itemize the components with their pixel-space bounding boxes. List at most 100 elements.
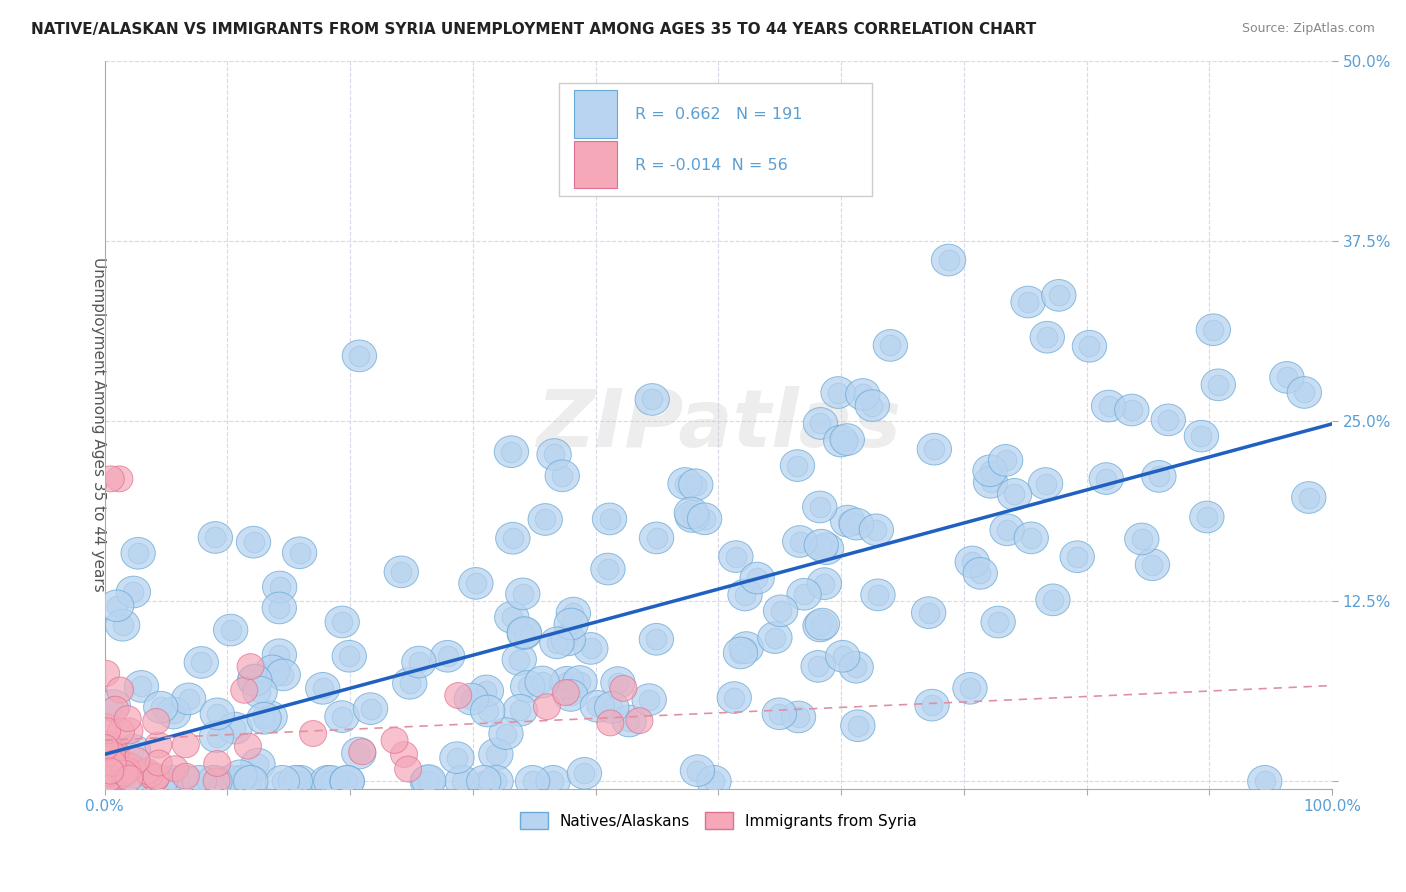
- Ellipse shape: [495, 601, 529, 633]
- Ellipse shape: [395, 756, 422, 782]
- FancyBboxPatch shape: [558, 83, 872, 195]
- Point: [1275, 370, 1298, 384]
- Ellipse shape: [596, 710, 624, 736]
- Point: [1019, 531, 1042, 545]
- Point: [1206, 377, 1229, 392]
- Ellipse shape: [688, 503, 721, 534]
- Point: [336, 774, 359, 789]
- Legend: Natives/Alaskans, Immigrants from Syria: Natives/Alaskans, Immigrants from Syria: [515, 805, 922, 836]
- Ellipse shape: [101, 696, 129, 723]
- Ellipse shape: [859, 514, 894, 546]
- Point: [763, 631, 786, 645]
- Point: [460, 692, 482, 706]
- Point: [316, 774, 339, 789]
- Ellipse shape: [262, 639, 297, 671]
- Ellipse shape: [238, 654, 264, 680]
- Text: Source: ZipAtlas.com: Source: ZipAtlas.com: [1241, 22, 1375, 36]
- Point: [845, 660, 868, 674]
- Ellipse shape: [478, 739, 513, 771]
- Ellipse shape: [931, 244, 966, 276]
- Ellipse shape: [1152, 404, 1185, 435]
- Point: [347, 746, 370, 760]
- Ellipse shape: [807, 568, 842, 599]
- Bar: [574, 90, 616, 137]
- Ellipse shape: [262, 592, 297, 624]
- Ellipse shape: [124, 671, 159, 702]
- Point: [513, 626, 536, 640]
- Ellipse shape: [567, 757, 602, 789]
- Point: [513, 625, 536, 640]
- Point: [789, 534, 811, 549]
- Ellipse shape: [806, 608, 839, 640]
- Point: [162, 706, 184, 720]
- Ellipse shape: [156, 698, 191, 729]
- Ellipse shape: [1036, 584, 1070, 615]
- Point: [125, 774, 148, 789]
- Ellipse shape: [402, 646, 436, 678]
- Point: [204, 774, 226, 789]
- Ellipse shape: [803, 610, 837, 642]
- Point: [475, 684, 498, 698]
- Ellipse shape: [96, 690, 131, 722]
- Ellipse shape: [143, 765, 179, 797]
- Point: [111, 618, 134, 632]
- Ellipse shape: [506, 578, 540, 610]
- Ellipse shape: [111, 752, 139, 778]
- Point: [160, 774, 183, 789]
- Point: [1147, 469, 1170, 483]
- Point: [190, 656, 212, 670]
- Ellipse shape: [278, 765, 312, 797]
- Ellipse shape: [96, 765, 122, 791]
- Ellipse shape: [222, 765, 257, 797]
- Ellipse shape: [592, 503, 627, 534]
- Point: [174, 774, 197, 789]
- Ellipse shape: [803, 491, 837, 523]
- Point: [1042, 592, 1064, 607]
- Ellipse shape: [1125, 523, 1159, 555]
- Ellipse shape: [103, 739, 129, 764]
- Ellipse shape: [1090, 463, 1123, 494]
- Ellipse shape: [117, 753, 143, 779]
- Point: [917, 606, 939, 620]
- Text: R = -0.014  N = 56: R = -0.014 N = 56: [636, 158, 787, 173]
- Point: [1097, 399, 1119, 413]
- Point: [249, 685, 271, 699]
- Ellipse shape: [93, 660, 120, 686]
- Point: [259, 710, 281, 724]
- Ellipse shape: [855, 390, 890, 421]
- Point: [148, 774, 170, 789]
- Point: [808, 619, 831, 633]
- Ellipse shape: [238, 665, 271, 696]
- Ellipse shape: [197, 765, 231, 797]
- Point: [617, 714, 640, 728]
- Ellipse shape: [1042, 279, 1076, 311]
- Ellipse shape: [98, 746, 127, 772]
- Ellipse shape: [562, 665, 598, 698]
- Ellipse shape: [238, 665, 271, 696]
- Point: [148, 774, 170, 789]
- Point: [436, 649, 458, 664]
- Ellipse shape: [204, 750, 231, 776]
- Ellipse shape: [173, 731, 200, 758]
- Point: [97, 774, 120, 789]
- Ellipse shape: [127, 765, 160, 797]
- Ellipse shape: [973, 467, 1008, 498]
- Point: [541, 774, 564, 789]
- Point: [815, 541, 838, 556]
- Ellipse shape: [1286, 376, 1322, 409]
- Point: [579, 641, 602, 656]
- Text: ZIPatlas: ZIPatlas: [536, 386, 901, 464]
- Point: [122, 585, 145, 599]
- Point: [995, 523, 1018, 537]
- Ellipse shape: [1142, 460, 1175, 492]
- Ellipse shape: [489, 718, 523, 749]
- Point: [1130, 532, 1153, 546]
- Point: [735, 640, 758, 655]
- Ellipse shape: [226, 765, 262, 797]
- Point: [239, 774, 262, 789]
- Ellipse shape: [728, 579, 762, 611]
- Ellipse shape: [554, 608, 588, 640]
- Point: [960, 555, 983, 569]
- Point: [269, 648, 291, 662]
- Ellipse shape: [626, 707, 652, 733]
